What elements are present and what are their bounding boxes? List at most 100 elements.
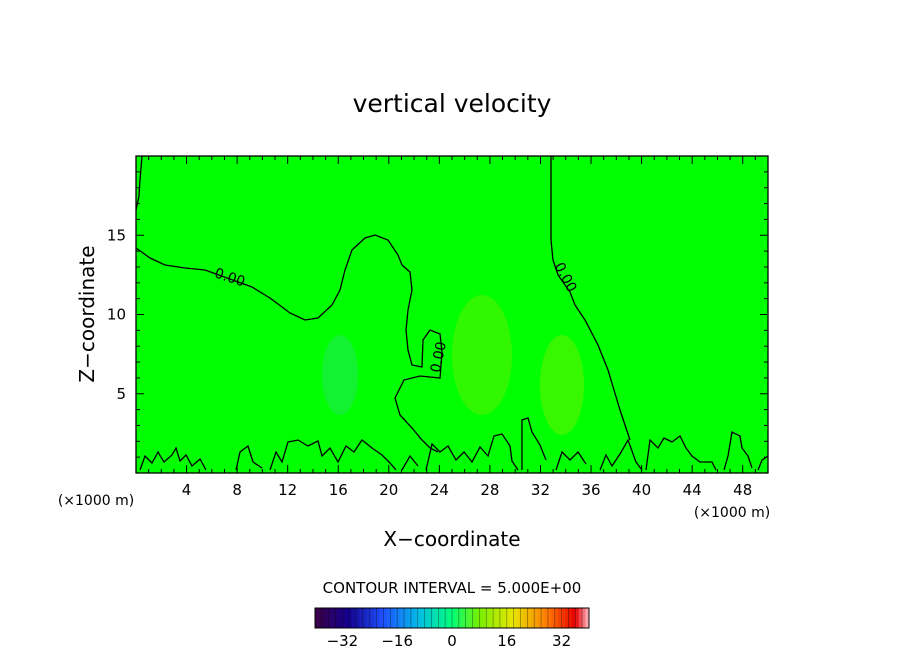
colorbar-tick-label: 16 [497,632,516,650]
colorbar-swatch [356,608,360,628]
colorbar-swatch [428,608,432,628]
colorbar-swatch [506,608,511,628]
colorbar-swatch [441,608,446,628]
x-tick-label: 28 [480,481,499,499]
colorbar-swatch [366,608,371,628]
colorbar-swatch [568,608,573,628]
colorbar-swatch [321,608,326,628]
colorbar-swatch [386,608,391,628]
colorbar-swatch [493,608,497,628]
colorbar-swatch [582,608,586,628]
colorbar-swatch [558,608,562,628]
colorbar-swatch [335,608,340,628]
colorbar-swatch [482,608,487,628]
colorbar-swatch [571,608,576,628]
colorbar-swatch [328,608,333,628]
colorbar-swatch [417,608,422,628]
x-tick-label: 8 [232,481,242,499]
x-axis: 4 8 12 16 20 24 28 32 36 40 44 48 [148,156,756,499]
colorbar-swatch [486,608,490,628]
colorbar-swatch [421,608,425,628]
colorbar-swatch [469,608,473,628]
y-tick-label: 15 [107,226,126,244]
contour-interval-text: CONTOUR INTERVAL = 5.000E+00 [323,579,582,597]
colorbar-swatch [452,608,456,628]
colorbar-swatch [369,608,374,628]
anomaly-right [540,335,584,435]
colorbar-swatch [541,608,545,628]
colorbar-swatch [565,608,569,628]
colorbar-swatch [496,608,501,628]
colorbar-swatch [517,608,521,628]
colorbar-swatch [458,608,463,628]
x-tick-label: 48 [733,481,752,499]
colorbar-swatch [380,608,384,628]
colorbar-swatch [438,608,443,628]
y-tick-label: 10 [107,306,126,324]
x-unit-right: (×1000 m) [694,505,770,521]
colorbar-tick-label: −32 [327,632,359,650]
colorbar-swatch [462,608,466,628]
colorbar-swatch [362,608,367,628]
x-tick-label: 12 [278,481,297,499]
colorbar-swatch [434,608,439,628]
colorbar-swatch [400,608,405,628]
colorbar-swatch [578,608,583,628]
x-tick-label: 20 [379,481,398,499]
x-tick-label: 4 [182,481,192,499]
contour-bottom-noise [139,417,769,471]
field-background [136,156,768,473]
colorbar-swatch [520,608,525,628]
contour-main [135,234,443,453]
y-axis-label: Z−coordinate [75,245,99,382]
colorbar-swatch [554,608,559,628]
colorbar-tick-label: 32 [552,632,571,650]
x-tick-label: 36 [581,481,600,499]
colorbar-swatch [527,608,532,628]
x-tick-label: 16 [329,481,348,499]
colorbar-swatch [352,608,357,628]
colorbar-swatch [342,608,347,628]
colorbar-swatch [455,608,460,628]
colorbar-swatch [424,608,429,628]
plot-area: 0.00 0.00 0.00 [135,155,769,474]
colorbar-swatch [472,608,477,628]
anomaly-left [322,335,358,415]
anomaly-center [452,295,512,415]
colorbar-swatch [530,608,535,628]
colorbar-swatch [513,608,518,628]
colorbar-swatch [376,608,381,628]
y-axis: 5 10 15 [107,171,768,458]
contour-label-middle: 0.00 [428,340,450,374]
colorbar-swatch [414,608,419,628]
colorbar-swatch [503,608,508,628]
colorbar-swatch [431,608,436,628]
x-axis-label: X−coordinate [383,527,520,551]
colorbar-swatch [407,608,412,628]
x-unit-left: (×1000 m) [58,493,134,509]
colorbar-swatch [475,608,480,628]
colorbar-swatch [318,608,323,628]
colorbar-swatch [445,608,449,628]
x-tick-label: 24 [430,481,449,499]
colorbar-swatch [537,608,542,628]
contour-right [550,156,631,441]
x-tick-label: 44 [683,481,702,499]
colorbar-swatch [585,608,590,628]
y-tick-label: 5 [116,385,126,403]
colorbar-swatch [373,608,377,628]
colorbar-swatch [534,608,538,628]
colorbar [314,607,590,629]
colorbar-swatch [315,608,319,628]
colorbar-swatch [383,608,388,628]
colorbar-swatch [479,608,484,628]
colorbar-swatch [404,608,408,628]
colorbar-swatch [397,608,401,628]
colorbar-swatch [410,608,415,628]
colorbar-swatch [499,608,504,628]
colorbar-swatch [575,608,580,628]
colorbar-ticks: −32 −16 0 16 32 [327,632,572,650]
colorbar-swatch [345,608,350,628]
colorbar-tick-label: 0 [447,632,457,650]
x-tick-label: 40 [632,481,651,499]
